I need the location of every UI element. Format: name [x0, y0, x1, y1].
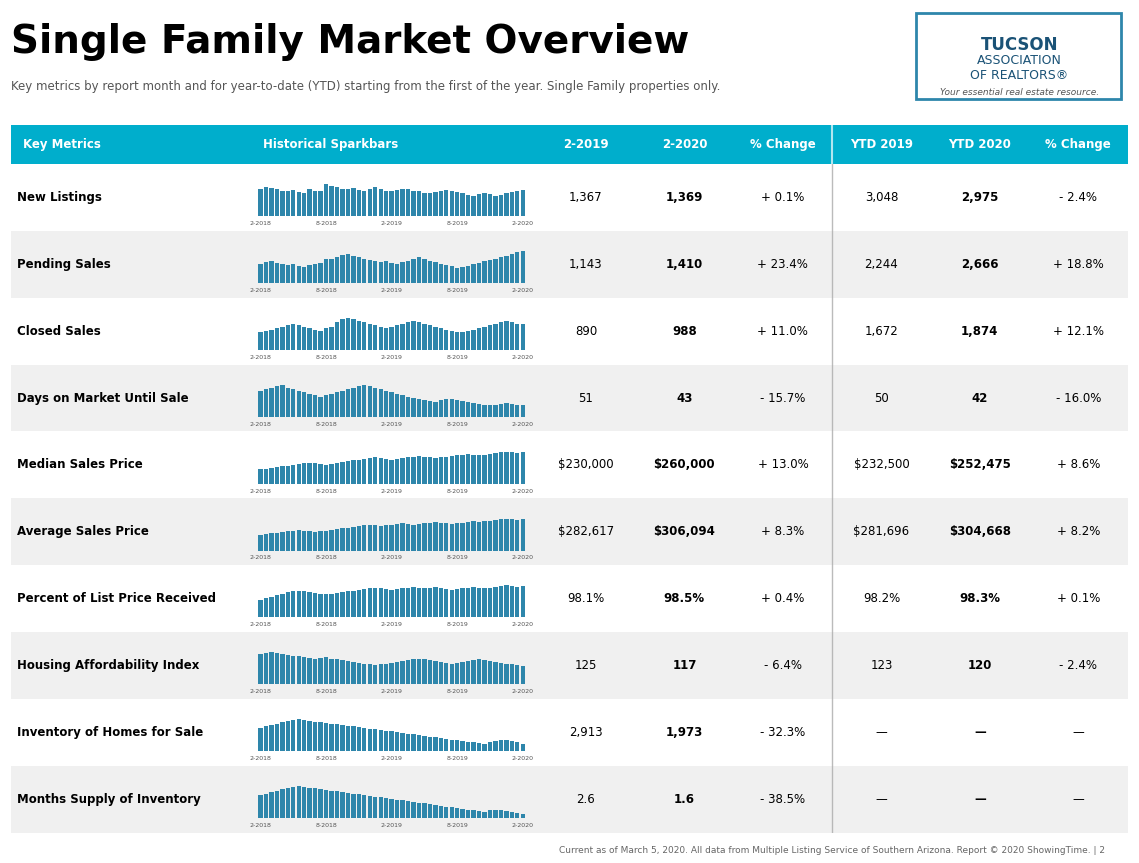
- Text: 98.3%: 98.3%: [959, 592, 1000, 605]
- Text: 123: 123: [870, 659, 893, 672]
- Text: ASSOCIATION: ASSOCIATION: [977, 54, 1062, 67]
- FancyBboxPatch shape: [11, 632, 1128, 699]
- Text: + 11.0%: + 11.0%: [757, 324, 809, 337]
- Text: 42: 42: [972, 392, 988, 405]
- Text: Months Supply of Inventory: Months Supply of Inventory: [17, 793, 200, 806]
- Text: 2,244: 2,244: [865, 258, 899, 271]
- Text: $252,475: $252,475: [949, 458, 1010, 471]
- Text: 2-2019: 2-2019: [563, 138, 608, 151]
- Text: + 8.6%: + 8.6%: [1057, 458, 1100, 471]
- Text: TUCSON: TUCSON: [981, 35, 1058, 54]
- Text: Housing Affordability Index: Housing Affordability Index: [17, 659, 199, 672]
- Text: Days on Market Until Sale: Days on Market Until Sale: [17, 392, 189, 405]
- Text: Single Family Market Overview: Single Family Market Overview: [11, 23, 689, 61]
- Text: YTD 2019: YTD 2019: [850, 138, 912, 151]
- Text: + 0.4%: + 0.4%: [761, 592, 804, 605]
- Text: $230,000: $230,000: [558, 458, 614, 471]
- Text: + 18.8%: + 18.8%: [1052, 258, 1104, 271]
- Text: $232,500: $232,500: [853, 458, 909, 471]
- Text: 1,367: 1,367: [570, 191, 603, 204]
- Text: 1,143: 1,143: [570, 258, 603, 271]
- Text: 98.2%: 98.2%: [862, 592, 900, 605]
- Text: 2,913: 2,913: [570, 726, 603, 739]
- Text: 1,973: 1,973: [666, 726, 703, 739]
- Text: Your essential real estate resource.: Your essential real estate resource.: [940, 88, 1099, 97]
- Text: Percent of List Price Received: Percent of List Price Received: [17, 592, 216, 605]
- Text: 98.1%: 98.1%: [567, 592, 605, 605]
- Text: + 8.2%: + 8.2%: [1057, 526, 1100, 539]
- Text: Average Sales Price: Average Sales Price: [17, 526, 149, 539]
- FancyBboxPatch shape: [11, 432, 1128, 499]
- Text: 43: 43: [677, 392, 693, 405]
- Text: OF REALTORS®: OF REALTORS®: [970, 68, 1068, 82]
- Text: YTD 2020: YTD 2020: [949, 138, 1011, 151]
- Text: - 2.4%: - 2.4%: [1059, 191, 1097, 204]
- Text: 1,672: 1,672: [865, 324, 899, 337]
- Text: Pending Sales: Pending Sales: [17, 258, 110, 271]
- FancyBboxPatch shape: [11, 365, 1128, 432]
- Text: —: —: [876, 793, 887, 806]
- Text: 2-2020: 2-2020: [662, 138, 707, 151]
- Text: + 0.1%: + 0.1%: [761, 191, 804, 204]
- Text: $306,094: $306,094: [654, 526, 715, 539]
- Text: $260,000: $260,000: [654, 458, 715, 471]
- Text: Median Sales Price: Median Sales Price: [17, 458, 142, 471]
- Text: + 13.0%: + 13.0%: [757, 458, 809, 471]
- Text: - 38.5%: - 38.5%: [761, 793, 805, 806]
- Text: —: —: [974, 793, 985, 806]
- Text: 117: 117: [672, 659, 697, 672]
- Text: 2,666: 2,666: [961, 258, 999, 271]
- FancyBboxPatch shape: [11, 499, 1128, 565]
- Text: 3,048: 3,048: [865, 191, 898, 204]
- Text: —: —: [974, 726, 985, 739]
- Text: —: —: [1073, 793, 1084, 806]
- FancyBboxPatch shape: [11, 298, 1128, 365]
- Text: 125: 125: [575, 659, 597, 672]
- Text: $282,617: $282,617: [558, 526, 614, 539]
- Text: + 0.1%: + 0.1%: [1057, 592, 1100, 605]
- Text: 51: 51: [579, 392, 593, 405]
- Text: Key Metrics: Key Metrics: [23, 138, 100, 151]
- Text: 2.6: 2.6: [576, 793, 596, 806]
- Text: Current as of March 5, 2020. All data from Multiple Listing Service of Southern : Current as of March 5, 2020. All data fr…: [559, 846, 1105, 854]
- Text: —: —: [1073, 726, 1084, 739]
- Text: 890: 890: [575, 324, 597, 337]
- Text: 1,410: 1,410: [666, 258, 703, 271]
- Text: 2,975: 2,975: [961, 191, 999, 204]
- Text: - 6.4%: - 6.4%: [764, 659, 802, 672]
- Text: New Listings: New Listings: [17, 191, 101, 204]
- Text: 120: 120: [968, 659, 992, 672]
- Text: - 32.3%: - 32.3%: [760, 726, 805, 739]
- Text: - 16.0%: - 16.0%: [1056, 392, 1101, 405]
- Text: - 2.4%: - 2.4%: [1059, 659, 1097, 672]
- Text: + 12.1%: + 12.1%: [1052, 324, 1104, 337]
- Text: 50: 50: [874, 392, 888, 405]
- Text: + 23.4%: + 23.4%: [757, 258, 809, 271]
- Text: Inventory of Homes for Sale: Inventory of Homes for Sale: [17, 726, 203, 739]
- Text: 1,369: 1,369: [665, 191, 703, 204]
- FancyBboxPatch shape: [11, 164, 1128, 231]
- Text: 1,874: 1,874: [961, 324, 999, 337]
- Text: % Change: % Change: [749, 138, 816, 151]
- Text: - 15.7%: - 15.7%: [760, 392, 805, 405]
- Text: % Change: % Change: [1046, 138, 1112, 151]
- Text: Historical Sparkbars: Historical Sparkbars: [263, 138, 399, 151]
- Text: $281,696: $281,696: [853, 526, 909, 539]
- Text: 1.6: 1.6: [674, 793, 695, 806]
- FancyBboxPatch shape: [11, 125, 1128, 164]
- Text: 988: 988: [672, 324, 697, 337]
- Text: Key metrics by report month and for year-to-date (YTD) starting from the first o: Key metrics by report month and for year…: [11, 80, 721, 93]
- FancyBboxPatch shape: [916, 14, 1121, 99]
- Text: —: —: [876, 726, 887, 739]
- Text: + 8.3%: + 8.3%: [761, 526, 804, 539]
- Text: 98.5%: 98.5%: [664, 592, 705, 605]
- FancyBboxPatch shape: [11, 766, 1128, 833]
- Text: Closed Sales: Closed Sales: [17, 324, 100, 337]
- FancyBboxPatch shape: [11, 565, 1128, 632]
- FancyBboxPatch shape: [11, 231, 1128, 298]
- FancyBboxPatch shape: [11, 699, 1128, 766]
- Text: $304,668: $304,668: [949, 526, 1011, 539]
